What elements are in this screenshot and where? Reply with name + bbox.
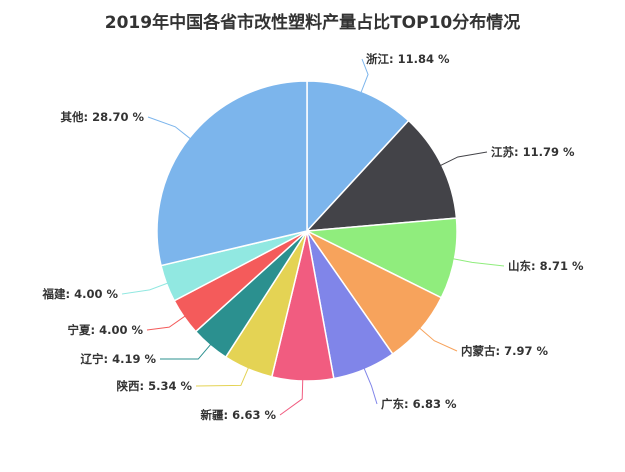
leader-line-5 <box>279 378 304 416</box>
slice-label-9: 福建: 4.00 % <box>41 287 118 301</box>
leader-line-2 <box>452 258 505 267</box>
leader-line-1 <box>439 151 488 167</box>
leader-line-9 <box>121 282 169 295</box>
leader-line-3 <box>418 327 458 352</box>
leader-line-0 <box>360 58 369 94</box>
leader-line-10 <box>147 116 192 140</box>
slice-label-1: 江苏: 11.79 % <box>491 145 575 159</box>
leader-line-4 <box>363 367 378 405</box>
slice-label-10: 其他: 28.70 % <box>60 110 144 124</box>
slice-label-3: 内蒙古: 7.97 % <box>461 344 548 358</box>
slice-label-6: 陕西: 5.34 % <box>116 379 192 393</box>
leader-line-7 <box>159 343 212 360</box>
leader-line-8 <box>146 315 186 331</box>
slice-label-0: 浙江: 11.84 % <box>366 52 450 66</box>
leader-line-6 <box>195 366 250 387</box>
slice-label-2: 山东: 8.71 % <box>508 259 584 273</box>
chart-title: 2019年中国各省市改性塑料产量占比TOP10分布情况 <box>104 13 521 33</box>
slice-label-5: 新疆: 6.63 % <box>200 408 276 422</box>
slice-label-4: 广东: 6.83 % <box>381 397 457 411</box>
slice-label-7: 辽宁: 4.19 % <box>80 352 156 366</box>
slice-label-8: 宁夏: 4.00 % <box>67 323 143 337</box>
